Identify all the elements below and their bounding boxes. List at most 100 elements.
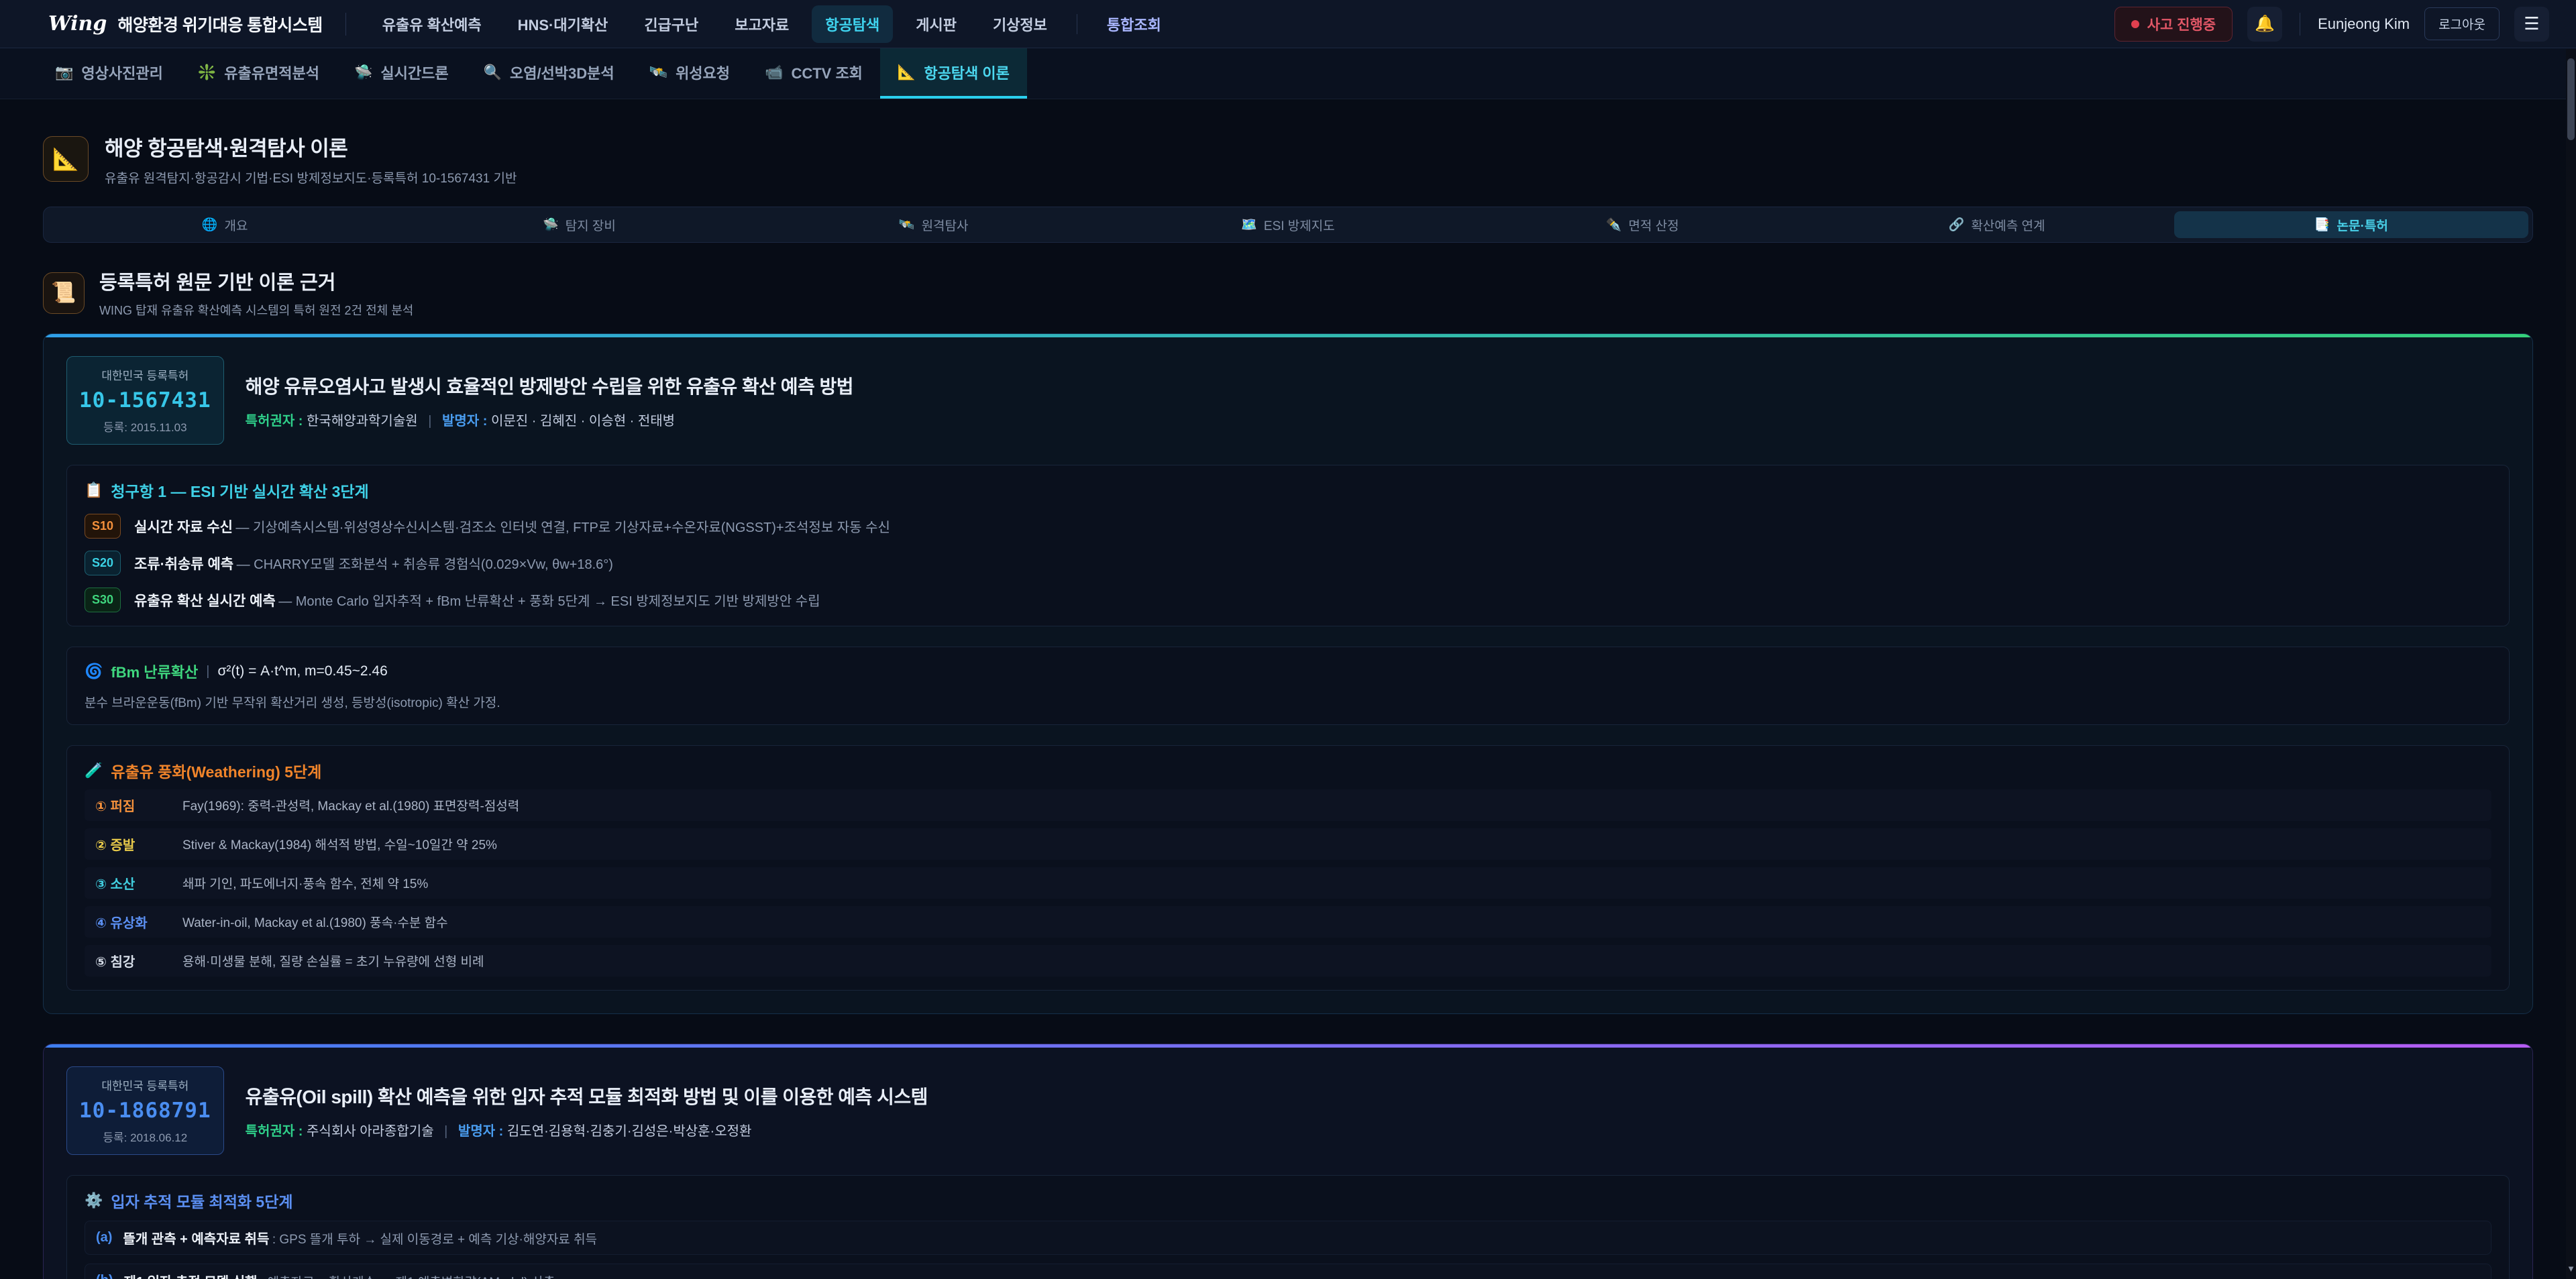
claims-box: 📋 청구항 1 — ESI 기반 실시간 확산 3단계 S10 실시간 자료 수… — [66, 465, 2510, 626]
claims-title: 청구항 1 — ESI 기반 실시간 확산 3단계 — [111, 483, 369, 500]
claim-step-row: S10 실시간 자료 수신 — 기상예측시스템·위성영상수신시스템·검조소 인터… — [85, 514, 2491, 539]
tab-diffusion-link[interactable]: 🔗 확산예측 연계 — [1819, 211, 2174, 238]
scrollbar-down-arrow-icon[interactable]: ▼ — [2567, 1263, 2575, 1274]
tab-detection-equipment[interactable]: 🛸 탐지 장비 — [402, 211, 756, 238]
card-gradient-topline — [44, 334, 2532, 337]
hamburger-icon: ☰ — [2524, 13, 2540, 34]
weathering-stage-desc: 쇄파 기인, 파도에너지·풍속 함수, 전체 약 15% — [182, 877, 429, 891]
menu-item-oil-spill-forecast[interactable]: 유출유 확산예측 — [382, 16, 482, 34]
menu-item-integrated-search[interactable]: 통합조회 — [1106, 16, 1161, 34]
fbm-box: 🌀 fBm 난류확산 | σ²(t) = A·t^m, m=0.45~2.46 … — [66, 647, 2510, 725]
top-navbar: Wing 해양환경 위기대응 통합시스템 유출유 확산예측 HNS·대기확산 긴… — [0, 0, 2576, 48]
weathering-stage-label: ② 증발 — [95, 838, 136, 853]
step-desc: — 기상예측시스템·위성영상수신시스템·검조소 인터넷 연결, FTP로 기상자… — [235, 520, 890, 535]
patent-number: 10-1567431 — [79, 388, 211, 412]
step-name: 유출유 확산 실시간 예측 — [134, 593, 276, 609]
optimization-steps-box: ⚙️ 입자 추적 모듈 최적화 5단계 (a) 뜰개 관측 + 예측자료 취득 … — [66, 1175, 2510, 1279]
weathering-header: 🧪 유출유 풍화(Weathering) 5단계 — [85, 759, 2491, 782]
section-title: 등록특허 원문 기반 이론 근거 — [99, 272, 336, 294]
claim-step-text: 조류·취송류 예측 — CHARRY모델 조화분석 + 취송류 경험식(0.02… — [134, 553, 613, 573]
triangle-ruler-icon: 📐 — [897, 63, 916, 80]
drone-icon: 🛸 — [542, 218, 559, 232]
divider: | — [444, 1123, 448, 1139]
page-subtitle: 유출유 원격탐지·항공감시 기법·ESI 방제정보지도·등록특허 10-1567… — [105, 172, 517, 186]
step-name: 실시간 자료 수신 — [134, 519, 233, 535]
tab-esi-map[interactable]: 🗺️ ESI 방제지도 — [1111, 211, 1465, 238]
scroll-icon: 📜 — [43, 272, 85, 314]
patent-card-2: 대한민국 등록특허 10-1868791 등록: 2018.06.12 유출유(… — [43, 1044, 2533, 1279]
owner-label: 특허권자 : — [245, 1123, 303, 1139]
video-camera-icon: 📹 — [765, 63, 784, 80]
menu-item-board[interactable]: 게시판 — [916, 16, 957, 34]
page-header: 📐 해양 항공탐색·원격탐사 이론 유출유 원격탐지·항공감시 기법·ESI 방… — [43, 131, 2533, 186]
subtab-oil-area-analysis[interactable]: ❇️ 유출유면적분석 — [180, 48, 337, 99]
optimization-step-row: (b) 제1 입자 추적 모델 실행 : 예측자료 + 확산계수 → 제1 예측… — [85, 1264, 2491, 1279]
weathering-box: 🧪 유출유 풍화(Weathering) 5단계 ① 퍼짐 Fay(1969):… — [66, 745, 2510, 991]
menu-item-aerial-search[interactable]: 항공탐색 — [812, 5, 894, 43]
step-name: 조류·취송류 예측 — [134, 556, 234, 572]
optimization-title: 입자 추적 모듈 최적화 5단계 — [111, 1193, 293, 1211]
claims-header: 📋 청구항 1 — ESI 기반 실시간 확산 3단계 — [85, 479, 2491, 502]
step-code: (b) — [96, 1273, 113, 1279]
patent-badge-label: 대한민국 등록특허 — [101, 370, 189, 382]
tab-area-calculation[interactable]: ✒️ 면적 산정 — [1465, 211, 1819, 238]
magnifier-icon: 🔍 — [483, 63, 502, 80]
subtab-realtime-drone[interactable]: 🛸 실시간드론 — [337, 48, 466, 99]
weathering-row: ② 증발 Stiver & Mackay(1984) 해석적 방법, 수일~10… — [85, 828, 2491, 860]
scrollbar-thumb[interactable] — [2567, 58, 2575, 140]
tab-label: 개요 — [224, 219, 248, 233]
claim-step-row: S30 유출유 확산 실시간 예측 — Monte Carlo 입자추적 + f… — [85, 588, 2491, 612]
patent1-meta: 특허권자 : 한국해양과학기술원 | 발명자 : 이문진 · 김혜진 · 이승현… — [246, 410, 853, 429]
tab-label: 논문·특허 — [2337, 219, 2388, 233]
tab-papers-patents[interactable]: 📑 논문·특허 — [2174, 211, 2528, 238]
patent-card-1: 대한민국 등록특허 10-1567431 등록: 2015.11.03 해양 유… — [43, 333, 2533, 1014]
menu-item-emergency-rescue[interactable]: 긴급구난 — [644, 16, 699, 34]
step-name: 뜰개 관측 + 예측자료 취득 — [123, 1232, 270, 1247]
step-desc: : 예측자료 + 확산계수 → 제1 예측변화량(ΔModel) 산출 — [260, 1276, 555, 1279]
satellite-icon: 🛰️ — [649, 63, 668, 80]
step-code-badge: S10 — [85, 514, 121, 539]
weathering-stage-desc: 용해·미생물 분해, 질량 손실률 = 초기 누유량에 선형 비례 — [182, 955, 484, 969]
user-name: Eunjeong Kim — [2318, 15, 2410, 32]
patent2-number-badge: 대한민국 등록특허 10-1868791 등록: 2018.06.12 — [66, 1066, 224, 1155]
bell-icon: 🔔 — [2255, 15, 2275, 33]
claim-step-text: 실시간 자료 수신 — 기상예측시스템·위성영상수신시스템·검조소 인터넷 연결… — [134, 516, 890, 537]
subtab-aerial-search-theory[interactable]: 📐 항공탐색 이론 — [879, 48, 1027, 99]
system-title: 해양환경 위기대응 통합시스템 — [117, 15, 323, 35]
fbm-headline: 🌀 fBm 난류확산 | σ²(t) = A·t^m, m=0.45~2.46 — [85, 661, 2491, 682]
patent2-meta: 특허권자 : 주식회사 아라종합기술 | 발명자 : 김도연·김용혁·김충기·김… — [246, 1120, 928, 1139]
sub-navbar: 📷 영상사진관리 ❇️ 유출유면적분석 🛸 실시간드론 🔍 오염/선박3D분석 … — [0, 48, 2576, 99]
camera-icon: 📷 — [55, 63, 74, 80]
subtab-image-photo-mgmt[interactable]: 📷 영상사진관리 — [38, 48, 180, 99]
sparkle-icon: ❇️ — [197, 63, 217, 80]
patent1-number-badge: 대한민국 등록특허 10-1567431 등록: 2015.11.03 — [66, 356, 224, 445]
tab-remote-sensing[interactable]: 🛰️ 원격탐사 — [757, 211, 1111, 238]
spiral-icon: 🌀 — [85, 663, 103, 679]
subtab-label: 유출유면적분석 — [224, 64, 319, 82]
patent2-header: 대한민국 등록특허 10-1868791 등록: 2018.06.12 유출유(… — [66, 1066, 2510, 1155]
vertical-scrollbar[interactable]: ▼ — [2566, 49, 2576, 1279]
test-tube-icon: 🧪 — [85, 762, 103, 779]
menu-item-hns-air-diffusion[interactable]: HNS·대기확산 — [517, 16, 608, 34]
notification-button[interactable]: 🔔 — [2247, 6, 2283, 42]
menu-item-weather-info[interactable]: 기상정보 — [992, 16, 1047, 34]
tab-label: ESI 방제지도 — [1263, 219, 1335, 233]
subtab-satellite-request[interactable]: 🛰️ 위성요청 — [632, 48, 747, 99]
tab-label: 탐지 장비 — [565, 219, 616, 233]
inventor-label: 발명자 : — [458, 1123, 504, 1139]
logout-button[interactable]: 로그아웃 — [2424, 7, 2500, 40]
weathering-row: ① 퍼짐 Fay(1969): 중력-관성력, Mackay et al.(19… — [85, 789, 2491, 821]
section-subtitle: WING 탑재 유출유 확산예측 시스템의 특허 원전 2건 전체 분석 — [99, 304, 414, 317]
subtab-pollution-ship-3d[interactable]: 🔍 오염/선박3D분석 — [466, 48, 632, 99]
patent1-header: 대한민국 등록특허 10-1567431 등록: 2015.11.03 해양 유… — [66, 356, 2510, 445]
step-text: 뜰개 관측 + 예측자료 취득 : GPS 뜰개 투하 → 실제 이동경로 + … — [123, 1228, 597, 1247]
menu-item-reports[interactable]: 보고자료 — [735, 16, 790, 34]
tab-overview[interactable]: 🌐 개요 — [48, 211, 402, 238]
topnav-right: 사고 진행중 🔔 Eunjeong Kim 로그아웃 ☰ — [2114, 6, 2549, 42]
claim-step-text: 유출유 확산 실시간 예측 — Monte Carlo 입자추적 + fBm 난… — [134, 590, 820, 610]
weathering-stage-desc: Water-in-oil, Mackay et al.(1980) 풍속·수분 … — [182, 916, 448, 930]
weathering-stage-label: ③ 소산 — [95, 877, 136, 892]
subtab-cctv-view[interactable]: 📹 CCTV 조회 — [747, 48, 880, 99]
hamburger-menu-button[interactable]: ☰ — [2514, 6, 2549, 42]
